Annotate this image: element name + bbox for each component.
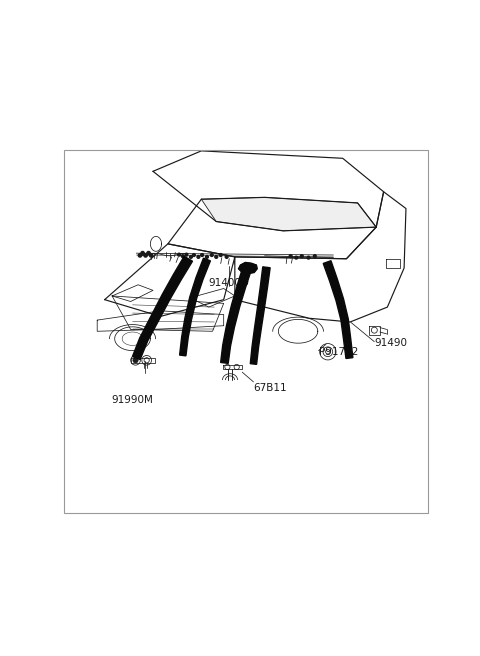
Circle shape (141, 251, 144, 255)
Circle shape (219, 254, 222, 256)
Polygon shape (132, 256, 192, 359)
Circle shape (147, 251, 150, 255)
Circle shape (307, 256, 310, 259)
Text: P91712: P91712 (319, 347, 358, 357)
Circle shape (201, 254, 204, 256)
Text: 91490: 91490 (374, 338, 408, 348)
Circle shape (181, 255, 184, 258)
Polygon shape (180, 258, 210, 356)
Polygon shape (221, 265, 252, 363)
Circle shape (313, 255, 316, 258)
Circle shape (300, 255, 303, 258)
Polygon shape (323, 260, 353, 358)
Circle shape (138, 254, 142, 257)
Circle shape (289, 255, 292, 258)
Circle shape (185, 253, 188, 256)
Circle shape (215, 255, 217, 258)
Circle shape (205, 255, 208, 258)
Text: 91990M: 91990M (112, 396, 154, 405)
Circle shape (192, 254, 195, 256)
Circle shape (210, 254, 213, 256)
Circle shape (295, 256, 298, 259)
Polygon shape (239, 262, 257, 274)
Circle shape (149, 254, 153, 257)
Polygon shape (202, 197, 376, 231)
Polygon shape (250, 267, 270, 364)
Circle shape (225, 255, 228, 258)
Circle shape (133, 358, 138, 363)
Circle shape (190, 255, 192, 258)
Circle shape (144, 254, 147, 257)
Text: 91400D: 91400D (209, 279, 250, 289)
Circle shape (197, 255, 200, 258)
Text: 67B11: 67B11 (253, 383, 287, 394)
Circle shape (178, 253, 180, 256)
